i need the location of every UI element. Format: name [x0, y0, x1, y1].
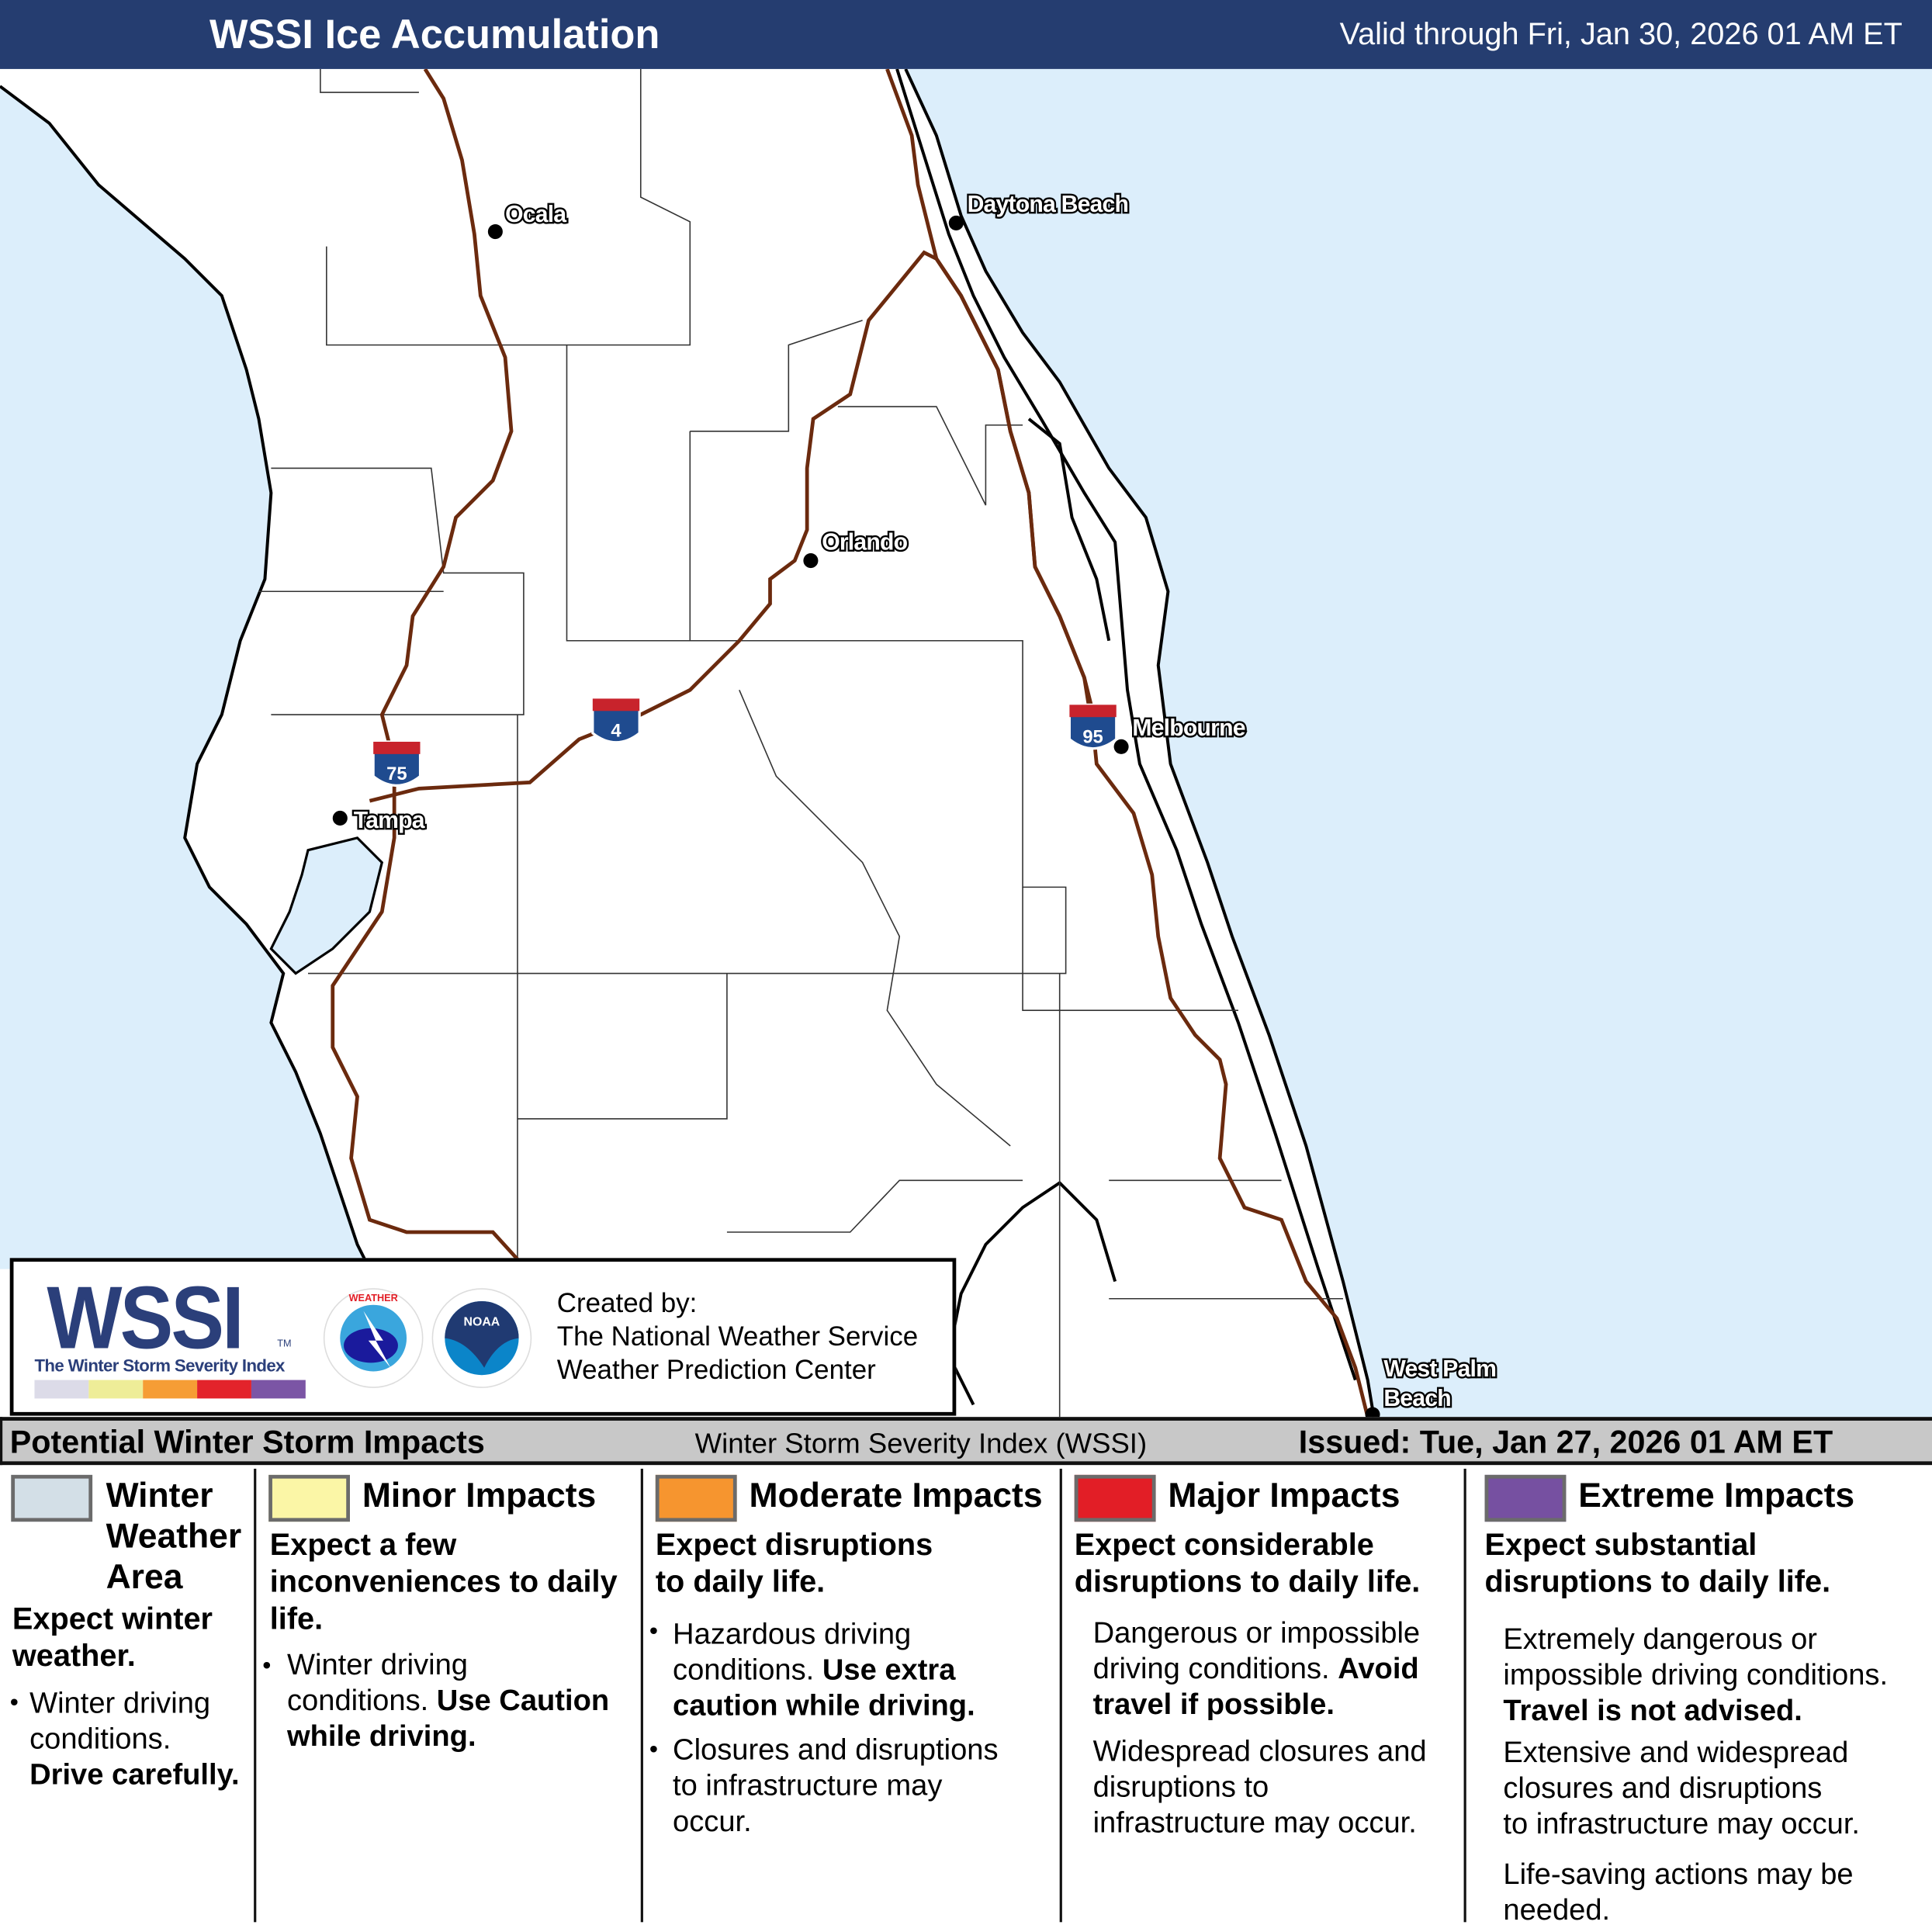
- valid-through: Valid through Fri, Jan 30, 2026 01 AM ET: [1339, 17, 1903, 52]
- swatch: [34, 1380, 89, 1399]
- swatch: [197, 1380, 251, 1399]
- city-melbourne: Melbourne: [1132, 715, 1245, 741]
- legend-title: Moderate Impacts: [749, 1476, 1043, 1515]
- org-wpc: Weather Prediction Center: [556, 1354, 876, 1385]
- noaa-text: NOAA: [464, 1316, 500, 1329]
- noaa-logo-icon: NOAA: [431, 1288, 532, 1388]
- legend-header-bar: Potential Winter Storm Impacts Winter St…: [0, 1417, 1932, 1466]
- divider: [1059, 1468, 1062, 1923]
- wssi-subtitle: The Winter Storm Severity Index: [34, 1355, 285, 1376]
- i-75-route: [331, 68, 519, 1261]
- divider: [1463, 1468, 1466, 1923]
- city-daytona-beach: Daytona Beach: [968, 192, 1129, 217]
- legend-text: Dangerous or impossible driving condition…: [1092, 1616, 1421, 1722]
- legend-title: Winter Weather Area: [106, 1476, 242, 1596]
- gulf-of-mexico: [0, 68, 370, 1269]
- city-tampa: Tampa: [354, 808, 425, 833]
- impact-legend: Winter Weather Area Expect winter weather. …: [0, 1465, 1932, 1932]
- legend-lead: Expect disruptions to daily life.: [655, 1528, 933, 1600]
- issued-time: Issued: Tue, Jan 27, 2026 01 AM ET: [1298, 1423, 1833, 1460]
- interstate-95-shield: 95: [1068, 703, 1118, 750]
- legend-title: Major Impacts: [1168, 1476, 1401, 1515]
- legend-text: Winter driving conditions. Drive carefully…: [29, 1686, 240, 1792]
- color-swatch: [11, 1474, 93, 1522]
- divider: [640, 1468, 643, 1923]
- shield-label: 95: [1082, 727, 1103, 748]
- interstate-4-shield: 4: [591, 697, 641, 744]
- legend-title: Minor Impacts: [362, 1476, 597, 1515]
- city-west-palm: West Palm: [1383, 1356, 1496, 1382]
- svg-text:WEATHER: WEATHER: [349, 1293, 398, 1304]
- shield-label: 75: [386, 763, 407, 784]
- cities: Ocala Daytona Beach Orlando Melbourne Ta…: [332, 190, 1498, 1418]
- legend-lead: Expect considerable disruptions to daily …: [1074, 1528, 1421, 1600]
- color-swatch: [1484, 1474, 1567, 1522]
- legend-text: Widespread closures and disruptions to inf…: [1092, 1734, 1427, 1840]
- index-name: Winter Storm Severity Index (WSSI): [694, 1426, 1148, 1459]
- legend-text: Extremely dangerous or impossible driving…: [1503, 1622, 1889, 1728]
- i-95-route: [885, 68, 1370, 1418]
- city-dot: [487, 224, 503, 240]
- org-nws: The National Weather Service: [556, 1321, 919, 1352]
- legend-lead: Expect a few inconveniences to daily life.: [269, 1528, 618, 1636]
- city-dot: [332, 810, 348, 826]
- color-swatch: [655, 1474, 737, 1522]
- created-by: Created by: The National Weather Service…: [557, 1286, 918, 1387]
- city-dot: [1113, 739, 1129, 754]
- created-by-label: Created by:: [556, 1287, 698, 1319]
- swatch: [251, 1380, 306, 1399]
- legend-heading: Potential Winter Storm Impacts: [9, 1423, 485, 1460]
- legend-lead: Expect substantial disruptions to daily l…: [1484, 1528, 1831, 1600]
- city-ocala: Ocala: [505, 202, 566, 227]
- header: WSSI Ice Accumulation Valid through Fri,…: [0, 0, 1932, 69]
- city-dot: [948, 215, 964, 230]
- atlantic-ocean: [905, 68, 1932, 1418]
- legend-lead: Expect winter weather.: [12, 1601, 213, 1674]
- legend-text: Extensive and widespread closures and dis…: [1503, 1736, 1861, 1841]
- shield-label: 4: [611, 721, 621, 742]
- swatch: [88, 1380, 144, 1399]
- city-dot: [803, 553, 819, 569]
- interstate-75-shield: 75: [372, 740, 422, 787]
- city-dot: [1365, 1407, 1380, 1418]
- credits-box: WSSI TM The Winter Storm Severity Index …: [9, 1258, 957, 1416]
- city-orlando: Orlando: [822, 529, 907, 555]
- legend-text: Winter driving conditions. Use Caution whi…: [287, 1648, 610, 1754]
- trademark: TM: [277, 1338, 292, 1349]
- county-lines: [258, 68, 1343, 1418]
- divider: [254, 1468, 257, 1923]
- wssi-logo: WSSI: [47, 1269, 244, 1368]
- legend-text: Hazardous driving conditions. Use extra ca…: [673, 1618, 975, 1723]
- tampa-bay: [269, 836, 384, 975]
- swatch: [143, 1380, 198, 1399]
- legend-text: Closures and disruptions to infrastructur…: [673, 1733, 999, 1839]
- map: 75 4 95 Ocala Daytona Beach Orlando Melb…: [0, 68, 1932, 1418]
- city-west-palm-beach: Beach: [1383, 1386, 1451, 1411]
- severity-swatches: [34, 1380, 306, 1399]
- map-title: WSSI Ice Accumulation: [209, 11, 660, 57]
- legend-title: Extreme Impacts: [1578, 1476, 1855, 1515]
- nws-logo-icon: WEATHER: [323, 1288, 424, 1388]
- color-swatch: [1074, 1474, 1156, 1522]
- legend-text: Life-saving actions may be needed.: [1503, 1858, 1854, 1927]
- color-swatch: [268, 1474, 350, 1522]
